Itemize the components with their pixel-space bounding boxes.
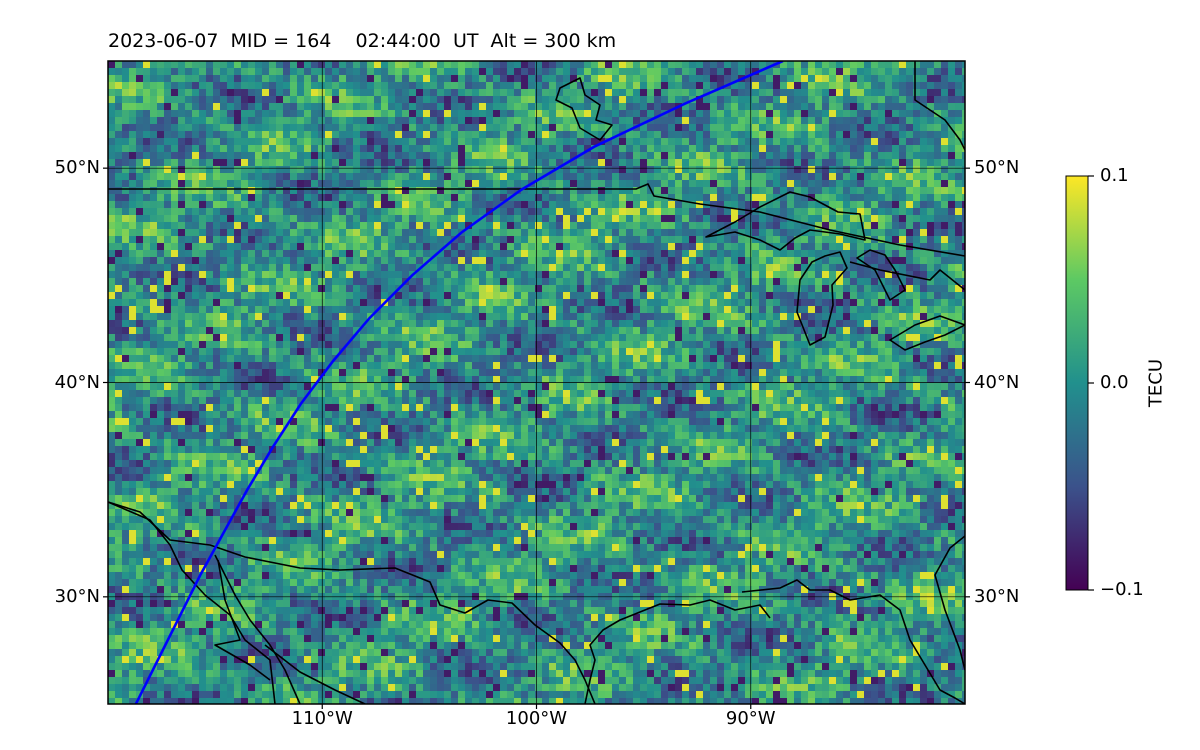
colorbar-ticks: [1088, 175, 1094, 591]
mexico-west-coast: [264, 644, 366, 704]
colorbar: [1065, 175, 1089, 591]
gulf-coast-texas: [584, 599, 771, 704]
lon-label: 110°W: [291, 708, 353, 729]
satellite-track: [134, 61, 784, 704]
gulf-of-california: [214, 554, 301, 704]
lat-label-right: 40°N: [974, 371, 1020, 393]
arctic-coast: [914, 61, 965, 151]
gridlines: [108, 61, 965, 704]
baja-peninsula: [214, 559, 271, 681]
mexico-border: [108, 501, 596, 704]
colorbar-label: TECU: [1145, 358, 1167, 408]
lon-label: 90°W: [725, 708, 776, 729]
colorbar-tick-label: −0.1: [1100, 579, 1144, 600]
us-canada-border: [108, 183, 965, 257]
hudson-bay-coast: [555, 77, 613, 141]
colorbar-tick-label: 0.1: [1100, 165, 1129, 186]
lake-huron: [856, 249, 906, 301]
lat-label-left: 30°N: [54, 585, 100, 607]
lat-label-right: 50°N: [974, 157, 1020, 179]
atlantic-coast: [934, 535, 965, 671]
baja-west-coast: [108, 501, 276, 704]
lat-label-right: 30°N: [974, 585, 1020, 607]
lake-michigan: [796, 251, 848, 346]
axis-ticks: [103, 167, 970, 709]
gulf-coast-east: [741, 579, 965, 704]
lake-superior: [705, 191, 866, 251]
map-title: 2023-06-07 MID = 164 02:44:00 UT Alt = 3…: [108, 30, 617, 52]
coastlines: [108, 61, 965, 704]
lat-label-left: 50°N: [54, 157, 100, 179]
tec-heatmap: [108, 61, 965, 704]
lon-label: 100°W: [505, 708, 568, 729]
colorbar-tick-label: 0.0: [1100, 372, 1129, 393]
michigan-peninsula: [849, 261, 965, 291]
lat-label-left: 40°N: [54, 371, 100, 393]
lake-erie-ontario: [889, 315, 965, 351]
